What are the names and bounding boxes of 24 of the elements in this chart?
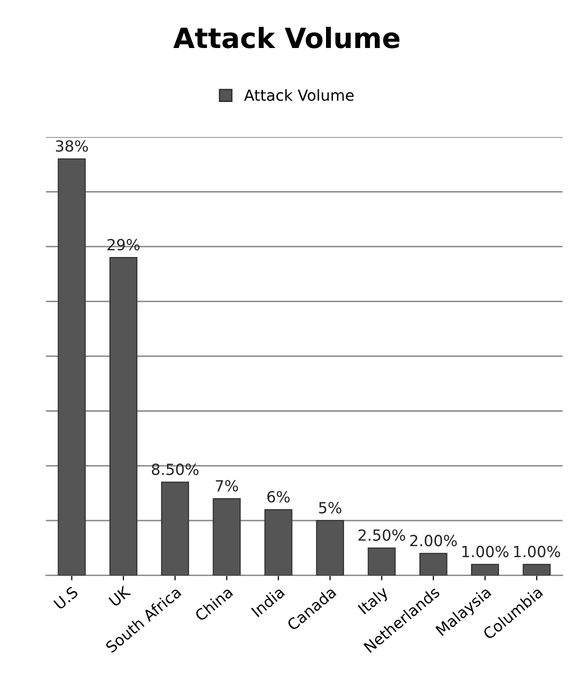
data-label: 2.50% [358, 529, 406, 541]
chart-title: Attack Volume [173, 26, 400, 48]
data-label: 1.00% [514, 546, 560, 558]
data-label: 8.50% [152, 464, 198, 476]
data-label: 6% [267, 490, 290, 503]
bar [109, 257, 138, 576]
legend-label: Attack Volume [244, 89, 354, 101]
bar [58, 158, 86, 576]
bar [316, 520, 344, 576]
bar [368, 547, 396, 576]
bar [522, 564, 551, 576]
data-label: 38% [56, 140, 88, 152]
x-tick-label: U.S [53, 586, 79, 610]
data-label: 2.00% [410, 534, 457, 546]
bar [419, 552, 448, 576]
data-label: 29% [108, 238, 140, 250]
bar [161, 482, 190, 576]
data-label: 7% [216, 480, 238, 492]
bar [212, 498, 241, 576]
data-label: 5% [319, 502, 342, 514]
bar [471, 564, 500, 576]
bar [264, 509, 292, 576]
data-label: 1.00% [462, 546, 508, 558]
x-tick-label: UK [108, 585, 132, 607]
